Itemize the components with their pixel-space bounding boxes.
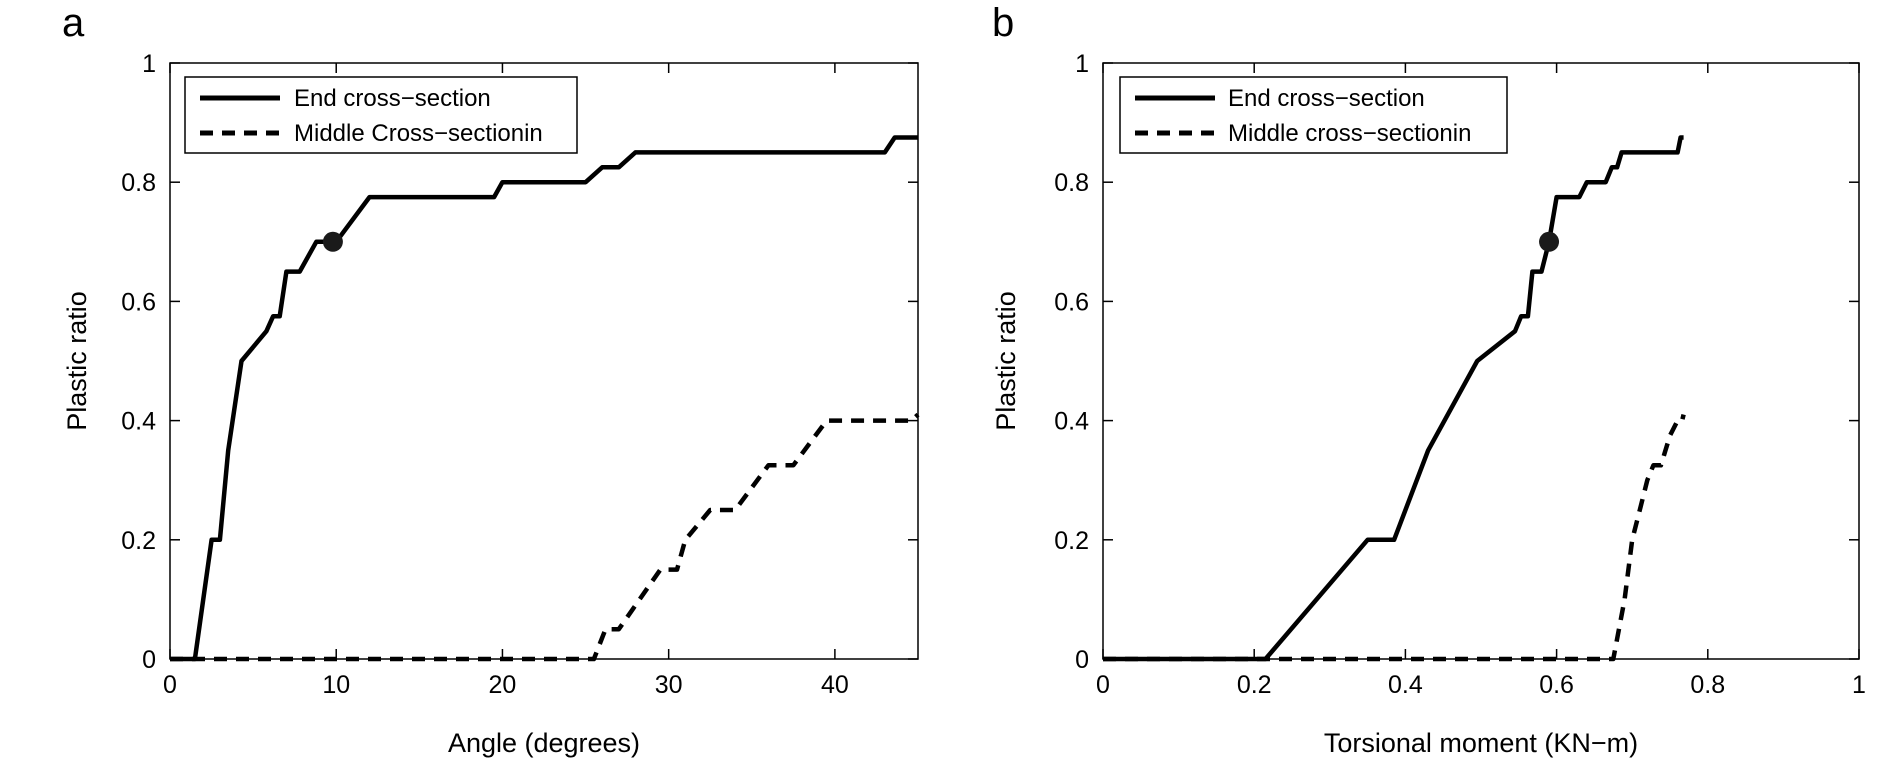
- x-tick-label-a: 20: [489, 671, 517, 699]
- series-line-b-1: [1103, 414, 1686, 662]
- x-tick-label-b: 1: [1852, 671, 1866, 699]
- x-tick-label-b: 0.2: [1237, 671, 1272, 699]
- panel-b: b 0 0.2 0.4 0.6 0.8 1 0 0.2 0.4 0.6 0.8 1 End cross…: [991, 1, 1866, 758]
- highlight-marker-a: [322, 231, 343, 252]
- legend-label-end-a: End cross−section: [294, 85, 491, 112]
- y-tick-label-a: 0.6: [121, 288, 156, 316]
- panel-letter-b: b: [992, 1, 1014, 45]
- legend-a: End cross−section Middle Cross−sectionin: [184, 76, 578, 154]
- highlight-marker-b: [1539, 231, 1560, 252]
- x-tick-label-b: 0.6: [1539, 671, 1574, 699]
- x-axis-label-b: Torsional moment (KN−m): [1324, 728, 1638, 758]
- y-tick-label-b: 0: [1075, 646, 1089, 674]
- plot-area-b: 0 0.2 0.4 0.6 0.8 1 0 0.2 0.4 0.6 0.8 1: [1054, 50, 1866, 699]
- panel-letter-a: a: [62, 1, 85, 45]
- series-line-a-1: [170, 412, 920, 662]
- y-axis-label-a: Plastic ratio: [62, 291, 92, 431]
- legend-box-a: [184, 76, 578, 154]
- y-tick-label-b: 0.6: [1054, 288, 1089, 316]
- legend-box-b: [1119, 76, 1508, 154]
- legend-label-middle-a: Middle Cross−sectionin: [294, 120, 543, 147]
- y-tick-label-b: 0.2: [1054, 527, 1089, 555]
- y-tick-label-a: 0.4: [121, 408, 156, 436]
- plot-area-a: 0 10 20 30 40 0 0.2 0.4 0.6 0.8 1: [121, 50, 920, 699]
- series-line-b-0: [1103, 135, 1684, 662]
- series-line-a-0: [170, 135, 918, 662]
- y-axis-label-b: Plastic ratio: [991, 291, 1021, 431]
- y-tick-label-b: 1: [1075, 50, 1089, 78]
- y-tick-label-a: 0.2: [121, 527, 156, 555]
- x-tick-label-b: 0: [1096, 671, 1110, 699]
- x-axis-label-a: Angle (degrees): [448, 728, 640, 758]
- y-tick-label-b: 0.8: [1054, 169, 1089, 197]
- y-tick-label-a: 0.8: [121, 169, 156, 197]
- x-tick-label-a: 30: [655, 671, 683, 699]
- panel-a: a 0 10 20 30 40 0 0.2 0.4 0.6 0.8 1 End cross−sect…: [62, 1, 920, 758]
- legend-label-middle-b: Middle cross−sectionin: [1228, 120, 1471, 147]
- x-tick-label-b: 0.8: [1690, 671, 1725, 699]
- legend-b: End cross−section Middle cross−sectionin: [1119, 76, 1508, 154]
- y-tick-label-b: 0.4: [1054, 408, 1089, 436]
- y-tick-label-a: 0: [142, 646, 156, 674]
- axes-frame-a: [169, 62, 919, 660]
- axes-frame-b: [1102, 62, 1860, 660]
- x-tick-label-b: 0.4: [1388, 671, 1423, 699]
- y-tick-label-a: 1: [142, 50, 156, 78]
- legend-label-end-b: End cross−section: [1228, 85, 1425, 112]
- x-tick-label-a: 0: [163, 671, 177, 699]
- x-tick-label-a: 40: [821, 671, 849, 699]
- x-tick-label-a: 10: [322, 671, 350, 699]
